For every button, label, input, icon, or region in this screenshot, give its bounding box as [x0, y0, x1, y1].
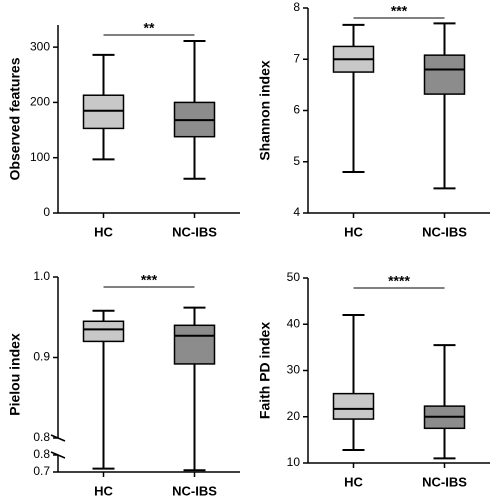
x-tick-label: HC: [94, 483, 113, 498]
y-axis-label: Shannon index: [257, 60, 273, 161]
y-tick-label: 6: [293, 103, 300, 117]
panel: 10 20 30 40 50 Faith PD index HC NC-IBS ****: [257, 270, 490, 489]
significance-label: **: [144, 20, 155, 36]
x-tick-label: NC-IBS: [422, 474, 467, 489]
x-tick-label: HC: [94, 224, 113, 239]
y-tick-label: 40: [287, 316, 301, 330]
y-axis-label: Observed features: [7, 57, 23, 180]
y-tick-label: 4: [293, 205, 300, 219]
y-tick-label: 0.9: [33, 350, 50, 364]
box: [423, 54, 466, 95]
x-tick-label: HC: [344, 474, 363, 489]
x-tick-label: HC: [344, 224, 363, 239]
y-tick-label: 5: [293, 154, 300, 168]
y-tick-label: 20: [287, 409, 301, 423]
significance-label: ****: [388, 273, 410, 289]
x-tick-label: NC-IBS: [172, 224, 217, 239]
box: [332, 392, 375, 420]
y-tick-label: 8: [293, 0, 300, 14]
y-tick-label: 0.7: [33, 464, 50, 478]
y-tick-label: 0.8: [33, 430, 50, 444]
y-tick-label: 200: [30, 95, 50, 109]
y-axis-label: Faith PD index: [257, 322, 273, 419]
significance-label: ***: [391, 3, 408, 19]
x-tick-label: NC-IBS: [172, 483, 217, 498]
box: [82, 94, 125, 130]
y-tick-label: 100: [30, 150, 50, 164]
panel: 0 100 200 300 Observed features HC NC-IBS **: [7, 20, 240, 239]
y-axis-label: Pielou index: [7, 333, 23, 416]
x-tick-label: NC-IBS: [422, 224, 467, 239]
panel: 0.7 0.8 0.8 0.9 1.0 Pielou index HC NC-IBS ***: [7, 269, 240, 498]
y-tick-label: 0.8: [33, 447, 50, 461]
box: [82, 320, 125, 343]
y-tick-label: 0: [43, 205, 50, 219]
significance-label: ***: [141, 272, 158, 288]
y-tick-label: 10: [287, 455, 301, 469]
y-tick-label: 30: [287, 363, 301, 377]
box: [173, 324, 216, 365]
y-tick-label: 50: [287, 270, 301, 284]
y-tick-label: 300: [30, 39, 50, 53]
panel: 4 5 6 7 8 Shannon index HC NC-IBS ***: [257, 0, 490, 239]
y-tick-label: 1.0: [33, 269, 50, 283]
y-tick-label: 7: [293, 51, 300, 65]
